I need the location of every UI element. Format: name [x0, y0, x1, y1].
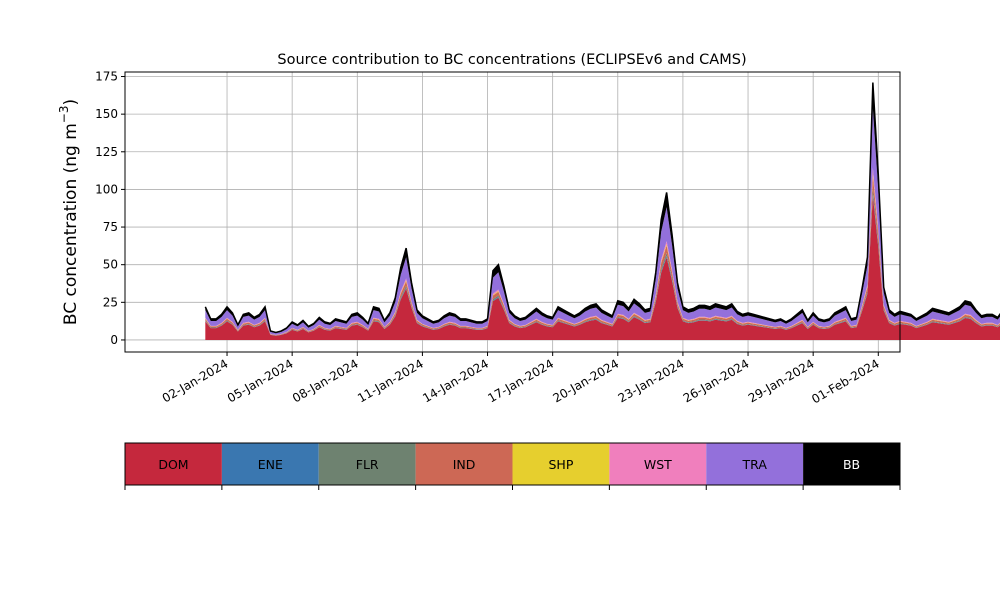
y-axis-label-text: BC concentration (ng m	[61, 123, 81, 325]
legend-swatch-tra	[706, 443, 804, 485]
x-tick-label: 02-Jan-2024	[160, 356, 231, 405]
plot-frame	[124, 71, 901, 353]
legend-label-ene: ENE	[258, 457, 283, 472]
legend-swatch-shp	[512, 443, 610, 485]
x-tick-label: 01-Feb-2024	[809, 356, 882, 406]
legend: DOM ENE FLR IND SHP WST TRA BB	[124, 442, 901, 490]
y-tick-label: 75	[103, 220, 118, 234]
y-tick-label: 0	[110, 333, 118, 347]
x-tick-label: 08-Jan-2024	[290, 356, 361, 405]
x-tick-label: 17-Jan-2024	[485, 356, 556, 405]
legend-swatch-bb	[803, 443, 900, 485]
legend-swatch-flr	[318, 443, 416, 485]
x-tick-label: 20-Jan-2024	[551, 356, 622, 405]
legend-swatch-ene	[221, 443, 319, 485]
area-dom	[205, 195, 1000, 340]
x-tick-label: 05-Jan-2024	[225, 356, 296, 405]
x-axis: 02-Jan-202405-Jan-202408-Jan-202411-Jan-…	[160, 352, 882, 406]
y-tick-label: 125	[95, 145, 118, 159]
grid	[125, 72, 900, 352]
y-tick-label: 175	[95, 70, 118, 84]
legend-label-wst: WST	[644, 457, 672, 472]
area-tra	[205, 108, 1000, 335]
y-axis-label: BC concentration (ng m−3)	[57, 99, 81, 325]
y-tick-label: 150	[95, 107, 118, 121]
legend-label-bb: BB	[843, 457, 860, 472]
x-tick-label: 11-Jan-2024	[355, 356, 426, 405]
y-axis-label-exponent: −3	[57, 105, 71, 123]
y-tick-label: 50	[103, 258, 118, 272]
stacked-areas	[204, 82, 1000, 340]
legend-swatch-ind	[415, 443, 513, 485]
legend-label-ind: IND	[453, 457, 476, 472]
total-line	[204, 82, 1000, 334]
chart-title: Source contribution to BC concentrations…	[277, 52, 746, 68]
y-tick-label: 25	[103, 295, 118, 309]
x-tick-label: 26-Jan-2024	[681, 356, 752, 405]
legend-swatch-dom	[125, 443, 222, 485]
y-axis: 0 25 50 75 100 125 150 175	[95, 70, 125, 347]
y-axis-label-suffix: )	[61, 99, 81, 106]
x-tick-label: 23-Jan-2024	[616, 356, 687, 405]
x-tick-label: 14-Jan-2024	[420, 356, 491, 405]
x-tick-label: 29-Jan-2024	[746, 356, 817, 405]
y-tick-label: 100	[95, 182, 118, 196]
legend-swatch-wst	[609, 443, 707, 485]
legend-label-flr: FLR	[356, 457, 379, 472]
legend-label-dom: DOM	[158, 457, 188, 472]
legend-label-shp: SHP	[549, 457, 574, 472]
legend-label-tra: TRA	[742, 457, 768, 472]
